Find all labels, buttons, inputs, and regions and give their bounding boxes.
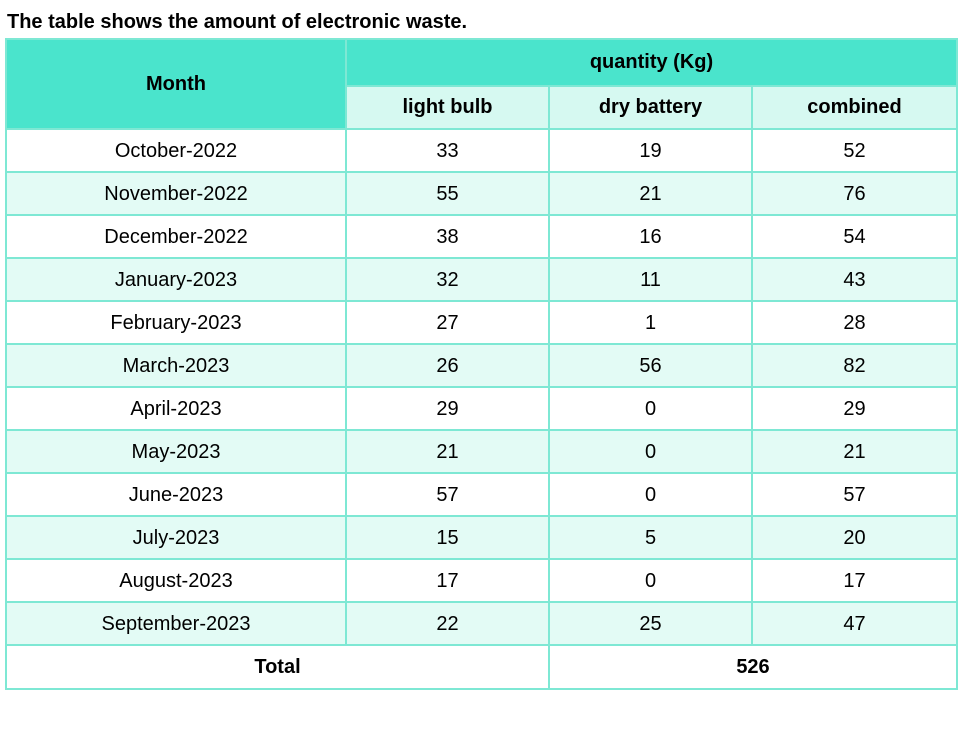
- combined-cell: 82: [750, 343, 959, 388]
- dry-battery-cell: 1: [548, 300, 753, 345]
- month-cell: February-2023: [5, 300, 347, 345]
- table-row: October-2022 33 19 52: [5, 128, 959, 173]
- combined-cell: 21: [750, 429, 959, 474]
- table-row: July-2023 15 5 20: [5, 515, 959, 560]
- table-row: June-2023 57 0 57: [5, 472, 959, 517]
- dry-battery-cell: 21: [548, 171, 753, 216]
- month-cell: December-2022: [5, 214, 347, 259]
- light-bulb-cell: 55: [345, 171, 550, 216]
- table-row: February-2023 27 1 28: [5, 300, 959, 345]
- combined-cell: 20: [750, 515, 959, 560]
- table-row: December-2022 38 16 54: [5, 214, 959, 259]
- month-cell: April-2023: [5, 386, 347, 431]
- light-bulb-cell: 22: [345, 601, 550, 646]
- month-cell: September-2023: [5, 601, 347, 646]
- total-value: 526: [547, 644, 959, 690]
- light-bulb-cell: 17: [345, 558, 550, 603]
- table-row: May-2023 21 0 21: [5, 429, 959, 474]
- table-body: October-2022 33 19 52 November-2022 55 21 76 Dec…: [5, 128, 959, 646]
- light-bulb-cell: 32: [345, 257, 550, 302]
- light-bulb-cell: 21: [345, 429, 550, 474]
- combined-cell: 76: [750, 171, 959, 216]
- combined-cell: 52: [750, 128, 959, 173]
- combined-cell: 28: [750, 300, 959, 345]
- combined-cell: 43: [750, 257, 959, 302]
- light-bulb-cell: 29: [345, 386, 550, 431]
- light-bulb-cell: 27: [345, 300, 550, 345]
- dry-battery-cell: 25: [548, 601, 753, 646]
- dry-battery-column-header: dry battery: [548, 84, 753, 131]
- month-cell: March-2023: [5, 343, 347, 388]
- table-row: November-2022 55 21 76: [5, 171, 959, 216]
- light-bulb-column-header: light bulb: [345, 84, 550, 131]
- dry-battery-cell: 56: [548, 343, 753, 388]
- combined-cell: 29: [750, 386, 959, 431]
- total-label: Total: [5, 644, 550, 690]
- dry-battery-cell: 19: [548, 128, 753, 173]
- month-cell: July-2023: [5, 515, 347, 560]
- combined-column-header: combined: [750, 84, 959, 131]
- month-column-header: Month: [5, 38, 347, 130]
- month-cell: October-2022: [5, 128, 347, 173]
- table-row: August-2023 17 0 17: [5, 558, 959, 603]
- combined-cell: 54: [750, 214, 959, 259]
- light-bulb-cell: 15: [345, 515, 550, 560]
- month-cell: November-2022: [5, 171, 347, 216]
- quantity-group-header: quantity (Kg): [344, 38, 959, 87]
- dry-battery-cell: 11: [548, 257, 753, 302]
- table-row: March-2023 26 56 82: [5, 343, 959, 388]
- electronic-waste-table: Month quantity (Kg) light bulb dry batte…: [5, 38, 959, 690]
- dry-battery-cell: 0: [548, 429, 753, 474]
- table-caption: The table shows the amount of electronic…: [7, 11, 468, 33]
- table-row: September-2023 22 25 47: [5, 601, 959, 646]
- month-cell: August-2023: [5, 558, 347, 603]
- table-row: April-2023 29 0 29: [5, 386, 959, 431]
- dry-battery-cell: 0: [548, 472, 753, 517]
- light-bulb-cell: 38: [345, 214, 550, 259]
- total-row: Total 526: [5, 644, 959, 690]
- combined-cell: 47: [750, 601, 959, 646]
- dry-battery-cell: 0: [548, 386, 753, 431]
- month-cell: May-2023: [5, 429, 347, 474]
- dry-battery-cell: 16: [548, 214, 753, 259]
- dry-battery-cell: 5: [548, 515, 753, 560]
- combined-cell: 17: [750, 558, 959, 603]
- light-bulb-cell: 57: [345, 472, 550, 517]
- light-bulb-cell: 26: [345, 343, 550, 388]
- month-cell: June-2023: [5, 472, 347, 517]
- light-bulb-cell: 33: [345, 128, 550, 173]
- month-cell: January-2023: [5, 257, 347, 302]
- combined-cell: 57: [750, 472, 959, 517]
- dry-battery-cell: 0: [548, 558, 753, 603]
- table-row: January-2023 32 11 43: [5, 257, 959, 302]
